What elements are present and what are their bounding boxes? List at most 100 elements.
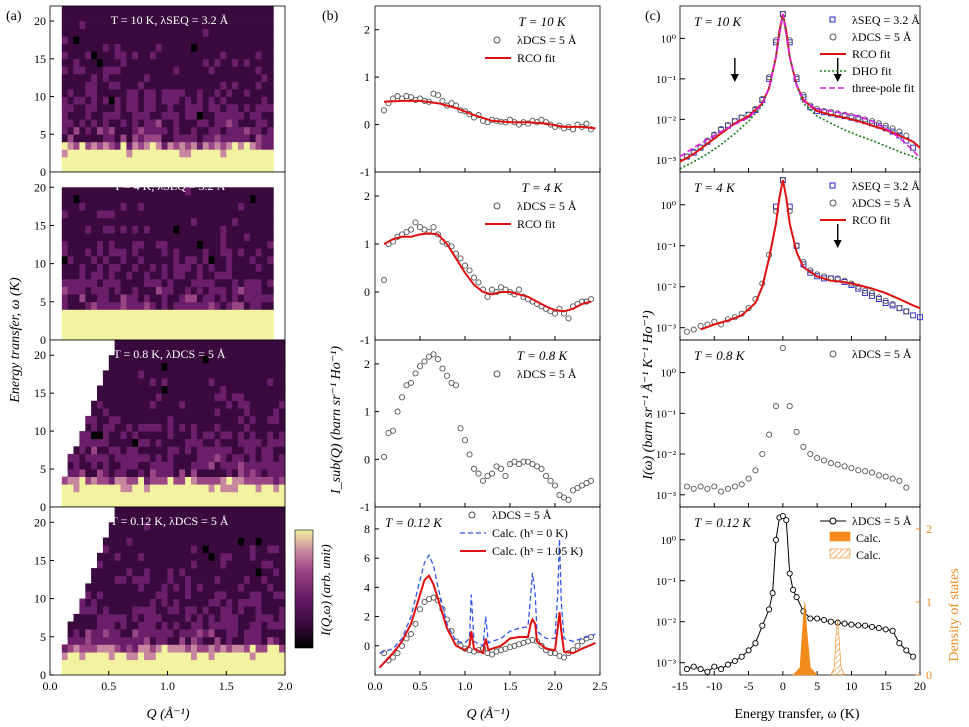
heatmap-cell [196, 13, 204, 22]
heatmap-cell [261, 469, 268, 477]
heatmap-cell [255, 514, 262, 523]
heatmap-cell [73, 134, 80, 143]
heatmap-cell [261, 400, 268, 409]
heatmap-cell [155, 355, 163, 364]
heatmap-cell [126, 43, 133, 52]
heatmap-cell [249, 126, 257, 135]
heatmap-cell [196, 347, 204, 356]
heatmap-cell [114, 111, 121, 120]
heatmap-cell [196, 309, 204, 318]
heatmap-cell [138, 393, 145, 402]
heatmap-cell [202, 370, 210, 379]
heatmap-cell [179, 278, 186, 287]
heatmap-cell [85, 51, 92, 60]
heatmap-cell [232, 613, 239, 622]
heatmap-cell [214, 453, 221, 462]
heatmap-cell [144, 652, 151, 661]
heatmap-cell [61, 194, 69, 203]
heatmap-cell [167, 575, 174, 584]
data-point [834, 461, 841, 468]
heatmap-cell [243, 332, 251, 341]
heatmap-cell [226, 332, 233, 341]
heatmap-cell [179, 568, 186, 577]
heatmap-cell [126, 499, 133, 508]
heatmap-cell [85, 126, 92, 135]
heatmap-cell [73, 446, 80, 455]
heatmap-cell [97, 271, 104, 280]
heatmap-cell [91, 141, 98, 150]
data-point [533, 463, 541, 470]
heatmap-cell [179, 667, 186, 676]
y-tick-label: -1 [360, 333, 370, 347]
heatmap-cell [126, 362, 133, 371]
heatmap-cell [61, 491, 69, 500]
heatmap-cell [267, 522, 274, 531]
heatmap-cell [149, 659, 157, 668]
heatmap-cell [126, 545, 133, 554]
heatmap-cell [273, 469, 280, 477]
heatmap-cell [238, 240, 245, 249]
heatmap-cell [102, 476, 110, 485]
heatmap-cell [61, 225, 69, 234]
heatmap-cell [155, 340, 163, 348]
heatmap-cell [208, 96, 215, 105]
heatmap-cell [167, 438, 174, 447]
heatmap-cell [185, 43, 192, 52]
heatmap-cell [208, 317, 215, 326]
heatmap-cell [173, 469, 180, 477]
heatmap-cell [114, 537, 121, 546]
heatmap-cell [67, 621, 74, 630]
heatmap-cell [185, 340, 192, 348]
heatmap-cell [232, 240, 239, 249]
heatmap-cell [249, 446, 257, 455]
heatmap-cell [255, 164, 262, 173]
heatmap-cell [108, 461, 116, 470]
heatmap-cell [249, 355, 257, 364]
heatmap-cell [196, 560, 204, 569]
heatmap-cell [79, 149, 86, 158]
heatmap-cell [97, 81, 104, 90]
heatmap-cell [138, 575, 145, 584]
heatmap-cell [261, 210, 268, 219]
heatmap-cell [255, 644, 262, 653]
heatmap-cell [138, 378, 145, 386]
heatmap-cell [232, 659, 239, 668]
heatmap-cell [173, 644, 180, 653]
heatmap-cell [261, 636, 268, 645]
heatmap-cell [208, 187, 215, 196]
heatmap-cell [155, 378, 163, 386]
heatmap-cell [179, 408, 186, 417]
heatmap-cell [232, 104, 239, 112]
heatmap-cell [67, 499, 74, 508]
heatmap-cell [191, 484, 198, 493]
heatmap-cell [232, 126, 239, 135]
heatmap-cell [120, 606, 127, 615]
heatmap-cell [155, 210, 163, 219]
heatmap-cell [173, 317, 180, 326]
data-point [766, 606, 773, 613]
heatmap-cell [138, 461, 145, 470]
data-point [820, 457, 828, 464]
heatmap-cell [196, 370, 204, 379]
heatmap-cell [144, 119, 151, 128]
heatmap-cell [202, 271, 210, 280]
heatmap-cell [273, 522, 280, 531]
heatmap-cell [161, 621, 168, 630]
heatmap-cell [255, 438, 262, 447]
heatmap-cell [126, 149, 133, 158]
heatmap-cell [126, 461, 133, 470]
heatmap-cell [149, 43, 157, 52]
heatmap-cell [102, 89, 110, 97]
heatmap-cell [167, 286, 174, 295]
heatmap-cell [185, 134, 192, 143]
x-tick-label: 1.0 [160, 679, 175, 693]
heatmap-cell [249, 644, 257, 653]
heatmap-cell [238, 347, 245, 356]
heatmap-cell [249, 545, 257, 554]
heatmap-cell [173, 96, 180, 105]
heatmap-cell [220, 210, 227, 219]
heatmap-cell [91, 104, 98, 112]
heatmap-cell [97, 446, 104, 455]
heatmap-cell [132, 134, 139, 143]
heatmap-cell [67, 194, 74, 203]
